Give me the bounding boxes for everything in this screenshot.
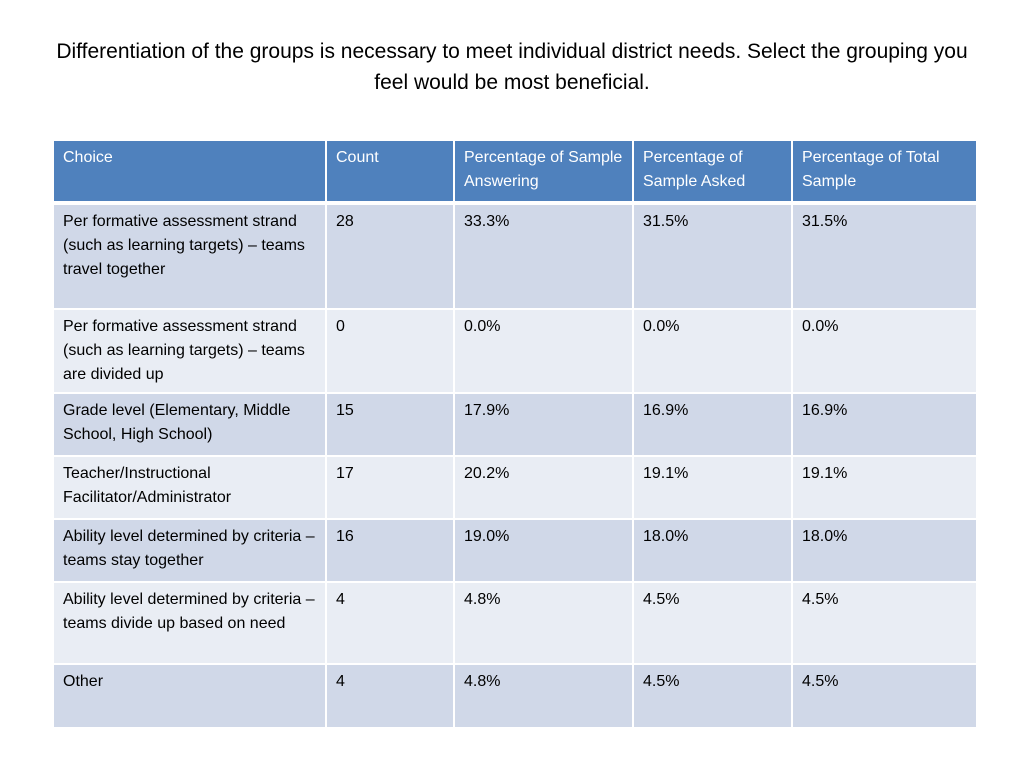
cell-count: 16	[325, 518, 455, 583]
table-row: Other 4 4.8% 4.5% 4.5%	[52, 663, 978, 729]
slide-title: Differentiation of the groups is necessa…	[56, 40, 968, 94]
cell-pct-total-sample: 0.0%	[791, 308, 978, 394]
cell-pct-total-sample: 31.5%	[791, 202, 978, 310]
cell-pct-sample-answering: 20.2%	[453, 455, 634, 520]
cell-pct-sample-answering: 19.0%	[453, 518, 634, 583]
cell-choice: Ability level determined by criteria – t…	[52, 581, 327, 665]
cell-choice: Other	[52, 663, 327, 729]
cell-pct-sample-answering: 0.0%	[453, 308, 634, 394]
results-table: Choice Count Percentage of Sample Answer…	[52, 139, 978, 729]
cell-pct-sample-asked: 18.0%	[632, 518, 793, 583]
cell-pct-sample-answering: 4.8%	[453, 581, 634, 665]
cell-pct-total-sample: 18.0%	[791, 518, 978, 583]
header-choice: Choice	[52, 139, 327, 205]
cell-choice: Per formative assessment strand (such as…	[52, 202, 327, 310]
cell-pct-sample-asked: 4.5%	[632, 663, 793, 729]
cell-count: 4	[325, 663, 455, 729]
table-row: Grade level (Elementary, Middle School, …	[52, 392, 978, 457]
cell-pct-sample-asked: 16.9%	[632, 392, 793, 457]
cell-choice: Per formative assessment strand (such as…	[52, 308, 327, 394]
cell-count: 28	[325, 202, 455, 310]
table-row: Per formative assessment strand (such as…	[52, 308, 978, 394]
cell-choice: Grade level (Elementary, Middle School, …	[52, 392, 327, 457]
cell-pct-total-sample: 19.1%	[791, 455, 978, 520]
cell-count: 4	[325, 581, 455, 665]
header-pct-total-sample: Percentage of Total Sample	[791, 139, 978, 205]
cell-pct-sample-answering: 33.3%	[453, 202, 634, 310]
results-table-container: Choice Count Percentage of Sample Answer…	[52, 139, 978, 729]
cell-pct-sample-asked: 4.5%	[632, 581, 793, 665]
table-row: Ability level determined by criteria – t…	[52, 581, 978, 665]
cell-pct-sample-asked: 31.5%	[632, 202, 793, 310]
table-row: Teacher/Instructional Facilitator/Admini…	[52, 455, 978, 520]
cell-choice: Teacher/Instructional Facilitator/Admini…	[52, 455, 327, 520]
cell-choice: Ability level determined by criteria – t…	[52, 518, 327, 583]
header-pct-sample-answering: Percentage of Sample Answering	[453, 139, 634, 205]
cell-pct-sample-answering: 17.9%	[453, 392, 634, 457]
header-count: Count	[325, 139, 455, 205]
cell-pct-total-sample: 4.5%	[791, 581, 978, 665]
cell-count: 17	[325, 455, 455, 520]
cell-pct-sample-asked: 0.0%	[632, 308, 793, 394]
cell-count: 0	[325, 308, 455, 394]
cell-pct-total-sample: 4.5%	[791, 663, 978, 729]
header-pct-sample-asked: Percentage of Sample Asked	[632, 139, 793, 205]
table-row: Per formative assessment strand (such as…	[52, 202, 978, 310]
cell-pct-total-sample: 16.9%	[791, 392, 978, 457]
table-row: Ability level determined by criteria – t…	[52, 518, 978, 583]
cell-pct-sample-answering: 4.8%	[453, 663, 634, 729]
table-header-row: Choice Count Percentage of Sample Answer…	[52, 139, 978, 205]
cell-pct-sample-asked: 19.1%	[632, 455, 793, 520]
cell-count: 15	[325, 392, 455, 457]
